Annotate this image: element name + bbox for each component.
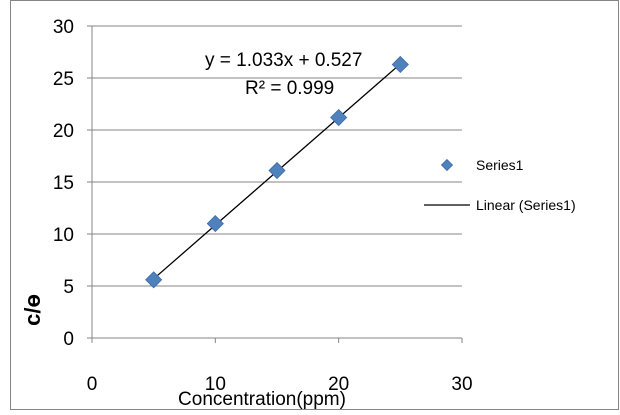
legend-series1-label: Series1 — [476, 157, 524, 173]
data-point — [268, 161, 286, 180]
data-point — [145, 271, 163, 289]
y-tick-label: 25 — [53, 69, 74, 90]
grid-layer — [92, 25, 462, 287]
trendline-r2-label: R² = 0.999 — [245, 78, 334, 99]
legend-series1-marker — [440, 158, 454, 172]
y-axis-title: c/ɵ — [20, 294, 45, 326]
data-point — [206, 215, 224, 233]
y-tick-label: 10 — [53, 225, 74, 246]
y-tick-label: 5 — [63, 277, 74, 298]
trendline-equation-label: y = 1.033x + 0.527 — [205, 50, 362, 71]
x-tick-label: 30 — [451, 374, 472, 395]
y-tick-label: 15 — [53, 173, 74, 194]
point-layer — [145, 55, 409, 289]
data-point — [330, 108, 348, 127]
x-tick-label: 20 — [328, 374, 349, 395]
y-tick-label: 20 — [53, 121, 74, 142]
y-tick-label: 30 — [53, 17, 74, 38]
legend: Series1 Linear (Series1) — [424, 157, 576, 213]
axis-layer: 0 5 10 15 20 25 30 0 10 20 30 — [10, 0, 619, 410]
x-axis-title: Concentration(ppm) — [178, 389, 346, 410]
y-tick-label: 0 — [63, 329, 74, 350]
legend-trendline-label: Linear (Series1) — [476, 197, 576, 213]
data-point — [391, 55, 409, 74]
x-tick-label: 0 — [87, 374, 98, 395]
x-tick-label: 10 — [205, 374, 226, 395]
label-layer: Concentration(ppm) c/ɵ y = 1.033x + 0.52… — [20, 50, 362, 410]
